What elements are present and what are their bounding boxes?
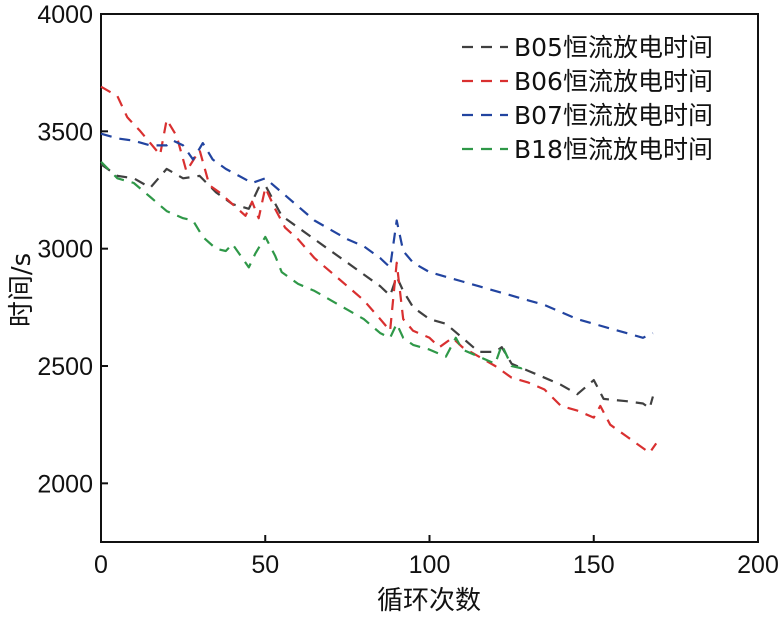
x-tick-label: 150 [573, 551, 615, 579]
series-lines [100, 85, 658, 454]
legend-label-1: B05恒流放电时间 [514, 33, 713, 62]
legend-label-3: B07恒流放电时间 [514, 101, 713, 130]
y-axis-title: 时间/s [7, 253, 37, 327]
y-tick-label: 3000 [37, 236, 93, 264]
series-line-3 [100, 132, 654, 339]
x-tick-label: 0 [94, 551, 108, 579]
x-axis-title: 循环次数 [377, 586, 481, 616]
legend-label-2: B06恒流放电时间 [514, 67, 713, 96]
legend: B05恒流放电时间 B06恒流放电时间 B07恒流放电时间 B18恒流放电时间 [462, 33, 713, 164]
legend-label-4: B18恒流放电时间 [514, 135, 713, 164]
x-tick-label: 100 [409, 551, 451, 579]
y-tick-label: 2000 [37, 470, 93, 498]
y-tick-label: 3500 [37, 118, 93, 146]
series-line-2 [100, 85, 658, 454]
x-tick-label: 200 [737, 551, 779, 579]
series-line-4 [100, 161, 529, 370]
y-tick-label: 2500 [37, 353, 93, 381]
tick-marks [100, 13, 759, 542]
y-tick-label: 4000 [37, 1, 93, 29]
x-tick-label: 50 [251, 551, 279, 579]
series-line-1 [100, 163, 654, 410]
tick-labels: 0 50 100 150 200 2000 2500 3000 3500 4000 [37, 1, 778, 579]
